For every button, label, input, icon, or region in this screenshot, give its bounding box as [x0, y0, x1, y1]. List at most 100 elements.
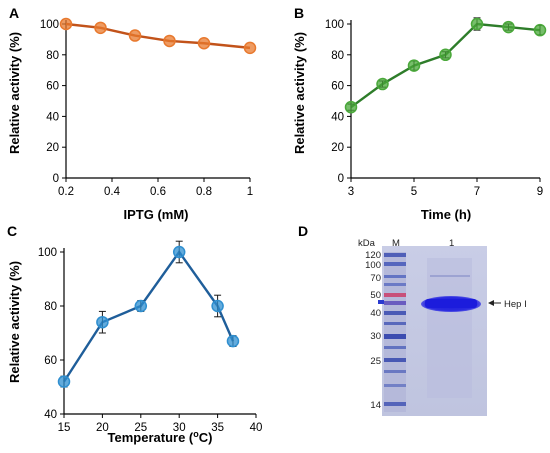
x-tick-label-c-4: 35 [211, 422, 224, 434]
sample-faint-band [430, 275, 470, 277]
data-point-a-2 [128, 29, 142, 42]
x-axis-title-c-sup: o [193, 429, 199, 439]
gel-marker-30: 30 [370, 331, 381, 342]
sample-lane-smear [427, 258, 472, 398]
gel-marker-120: 120 [365, 250, 381, 261]
y-tick-label-a-0: 0 [53, 173, 59, 185]
gel-lane-label-m: M [392, 238, 400, 249]
hep-i-arrow-head [488, 300, 494, 306]
y-axis-title-c: Relative activity (%) [7, 261, 22, 383]
marker-band-60 [384, 283, 406, 286]
marker-band-100 [384, 262, 406, 266]
marker-band-20 [384, 370, 406, 373]
data-point-a-0 [59, 17, 73, 31]
panel-letter-b: B [294, 5, 304, 21]
y-tick-label-b-0: 0 [338, 173, 344, 185]
marker-band-70 [384, 275, 406, 278]
gel-marker-50: 50 [370, 290, 381, 301]
marker-lane [384, 252, 406, 412]
x-axis-title-c-main: Temperature ( [108, 430, 194, 445]
data-point-b-3 [439, 48, 452, 62]
y-axis-title-a: Relative activity (%) [7, 32, 22, 154]
x-tick-label-b-2: 7 [474, 186, 480, 198]
marker-band-18 [384, 384, 406, 387]
x-tick-label-a-2: 0.6 [150, 186, 166, 198]
y-tick-label-c-0: 40 [44, 409, 57, 421]
marker-band-35 [384, 322, 406, 325]
series-line-c [62, 249, 235, 383]
chart-panel-a: 0 20 40 60 80 100 0.2 0.4 0.6 0.8 1 IPTG (mM) Rela… [7, 17, 257, 222]
data-point-b-5 [502, 20, 515, 34]
x-tick-label-b-1: 5 [411, 186, 417, 198]
data-point-c-4 [211, 299, 224, 313]
data-point-a-4 [197, 37, 211, 50]
gel-panel-d: kDa M 1 120 100 70 50 40 30 25 14 Hep I [358, 238, 527, 416]
data-point-b-6 [533, 23, 547, 37]
gel-marker-40: 40 [370, 308, 381, 319]
marker-band-120 [384, 253, 406, 257]
x-tick-label-a-1: 0.4 [104, 186, 121, 198]
gel-marker-70: 70 [370, 273, 381, 284]
x-tick-label-b-0: 3 [348, 186, 354, 198]
x-tick-label-c-1: 20 [96, 422, 109, 434]
marker-band-40 [384, 311, 406, 315]
data-point-c-3 [172, 245, 186, 259]
x-tick-label-c-3: 30 [173, 422, 186, 434]
series-line-b [350, 22, 541, 109]
panel-letter-c: C [7, 223, 17, 239]
gel-edge-spot [378, 300, 384, 304]
data-point-c-5 [226, 334, 240, 348]
y-tick-label-a-2: 40 [46, 111, 59, 123]
gel-kda-label: kDa [358, 238, 376, 249]
y-axis-title-b: Relative activity (%) [292, 32, 307, 154]
x-axis-title-c: Temperature (oC) [108, 429, 213, 445]
marker-band-25 [384, 358, 406, 362]
gel-marker-100: 100 [365, 260, 381, 271]
x-tick-label-c-2: 25 [134, 422, 147, 434]
x-tick-label-a-4: 1 [247, 186, 253, 198]
y-tick-label-c-2: 80 [44, 301, 57, 313]
gel-lane-label-1: 1 [449, 238, 454, 249]
y-tick-label-a-5: 100 [40, 19, 59, 31]
y-tick-label-b-3: 60 [331, 81, 344, 93]
x-tick-label-a-3: 0.8 [196, 186, 212, 198]
x-tick-label-c-5: 40 [250, 422, 263, 434]
data-point-b-4 [470, 17, 484, 31]
data-point-a-3 [163, 34, 176, 48]
marker-band-45 [384, 301, 406, 305]
x-tick-label-c-0: 15 [58, 422, 71, 434]
y-tick-label-b-5: 100 [325, 19, 344, 31]
x-axis-title-c-end: C) [199, 430, 213, 445]
hep-i-band-core [425, 299, 477, 308]
marker-band-28 [384, 346, 406, 349]
data-point-a-5 [243, 41, 257, 55]
x-axis-title-a: IPTG (mM) [124, 207, 189, 222]
x-tick-label-a-0: 0.2 [58, 186, 74, 198]
data-point-b-2 [407, 59, 421, 72]
y-tick-label-c-1: 60 [44, 355, 57, 367]
y-tick-label-b-4: 80 [331, 50, 344, 62]
y-tick-label-c-3: 100 [38, 247, 57, 259]
hep-i-label: Hep I [504, 299, 527, 310]
y-tick-label-b-1: 20 [331, 142, 344, 154]
gel-marker-14: 14 [370, 400, 381, 411]
y-tick-label-a-4: 80 [46, 50, 59, 62]
chart-panel-b: 0 20 40 60 80 100 3 5 7 9 Time (h) Relative activ… [292, 17, 547, 222]
data-point-b-1 [376, 77, 389, 91]
panel-letter-a: A [9, 5, 19, 21]
chart-panel-c: 40 60 80 100 15 20 25 30 35 40 Temperature (oC) R… [7, 240, 263, 445]
data-point-c-2 [134, 299, 148, 313]
marker-band-50 [384, 293, 406, 297]
data-point-a-1 [94, 21, 107, 35]
y-tick-label-a-3: 60 [46, 81, 59, 93]
data-point-c-0 [57, 375, 71, 388]
series-line-a [65, 22, 251, 50]
data-point-b-0 [344, 100, 358, 114]
marker-band-14 [384, 402, 406, 406]
marker-band-30 [384, 334, 406, 339]
y-tick-label-b-2: 40 [331, 111, 344, 123]
y-tick-label-a-1: 20 [46, 142, 59, 154]
x-axis-title-b: Time (h) [421, 207, 471, 222]
gel-marker-25: 25 [370, 356, 381, 367]
